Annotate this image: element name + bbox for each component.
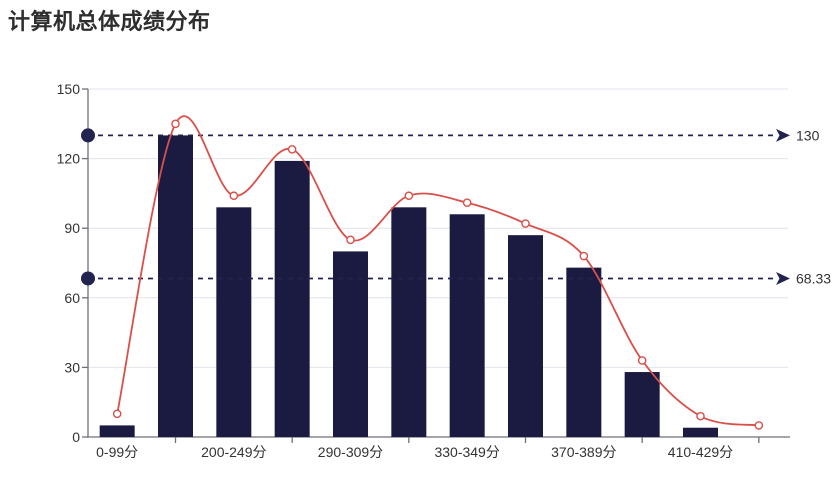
bar-6[interactable] <box>449 214 485 437</box>
x-axis-label: 370-389分 <box>551 444 616 460</box>
x-axis-label: 290-309分 <box>318 444 383 460</box>
bar-2[interactable] <box>216 207 252 437</box>
bar-0[interactable] <box>99 425 135 437</box>
bar-7[interactable] <box>508 235 543 437</box>
y-axis-label: 60 <box>64 290 80 306</box>
bar-8[interactable] <box>566 267 602 437</box>
trend-line-path <box>116 115 759 427</box>
bar-5[interactable] <box>391 207 427 437</box>
chart-title: 计算机总体成绩分布 <box>8 9 211 34</box>
line-point-5[interactable] <box>404 191 414 201</box>
bar-1[interactable] <box>158 135 193 437</box>
line-point-0[interactable] <box>112 409 122 419</box>
line-point-7[interactable] <box>521 219 530 228</box>
reference-line-start-dot <box>81 128 95 143</box>
x-axis-label: 410-429分 <box>668 444 733 460</box>
reference-line-arrow-icon <box>776 271 790 285</box>
bar-9[interactable] <box>624 372 660 437</box>
line-point-10[interactable] <box>696 411 705 421</box>
bar-10[interactable] <box>683 427 718 437</box>
reference-line-label: 68.33 <box>796 270 831 286</box>
line-point-11[interactable] <box>754 421 764 430</box>
reference-line-start-dot <box>81 271 95 286</box>
y-axis-label: 0 <box>72 429 80 445</box>
line-point-6[interactable] <box>462 198 472 207</box>
line-point-8[interactable] <box>579 251 589 261</box>
x-axis-label: 200-249分 <box>201 444 266 460</box>
reference-line-label: 130 <box>796 127 820 143</box>
reference-line-arrow-icon <box>776 128 790 142</box>
line-point-9[interactable] <box>637 356 647 365</box>
line-point-2[interactable] <box>229 191 239 201</box>
bar-4[interactable] <box>333 251 368 437</box>
y-axis-label: 90 <box>64 220 80 236</box>
y-axis-label: 30 <box>64 359 80 375</box>
y-axis-label: 120 <box>57 151 81 167</box>
line-point-1[interactable] <box>171 119 180 129</box>
bar-3[interactable] <box>274 160 310 438</box>
line-point-3[interactable] <box>287 145 297 154</box>
line-point-4[interactable] <box>346 235 355 245</box>
x-axis-label: 330-349分 <box>434 444 499 460</box>
x-axis-label: 0-99分 <box>96 444 138 460</box>
y-axis-label: 150 <box>57 81 81 97</box>
